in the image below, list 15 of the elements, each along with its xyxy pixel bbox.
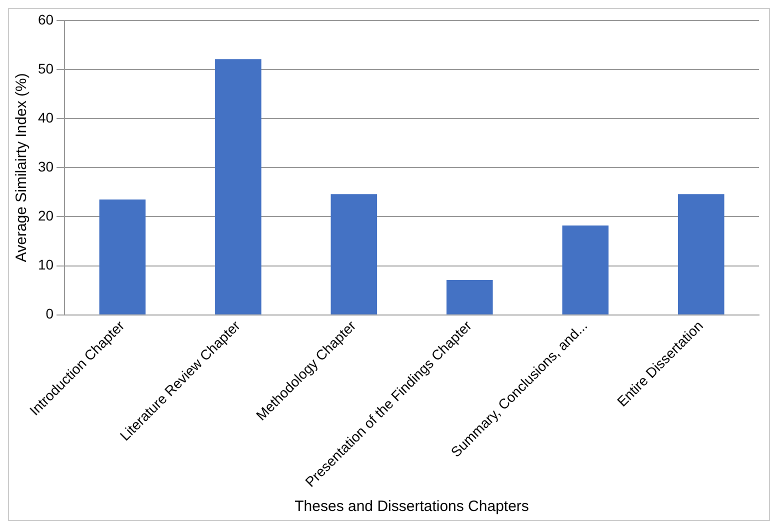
- y-tick-label: 50: [38, 60, 54, 76]
- y-tick-label: 10: [38, 256, 54, 273]
- bar: [330, 194, 378, 314]
- bar: [99, 200, 146, 314]
- y-tick-label: 30: [38, 158, 54, 174]
- y-axis-title: Average Similairty Index (%): [13, 73, 30, 262]
- y-tick-label: 40: [38, 109, 54, 126]
- bar: [562, 226, 609, 314]
- y-tick-label: 20: [38, 208, 54, 224]
- y-tick-label: 0: [46, 306, 54, 322]
- x-axis-title: Theses and Dissertations Chapters: [294, 498, 529, 516]
- bar: [446, 280, 493, 314]
- bar: [678, 194, 724, 314]
- bar: [215, 59, 262, 314]
- y-tick-label: 60: [38, 11, 54, 28]
